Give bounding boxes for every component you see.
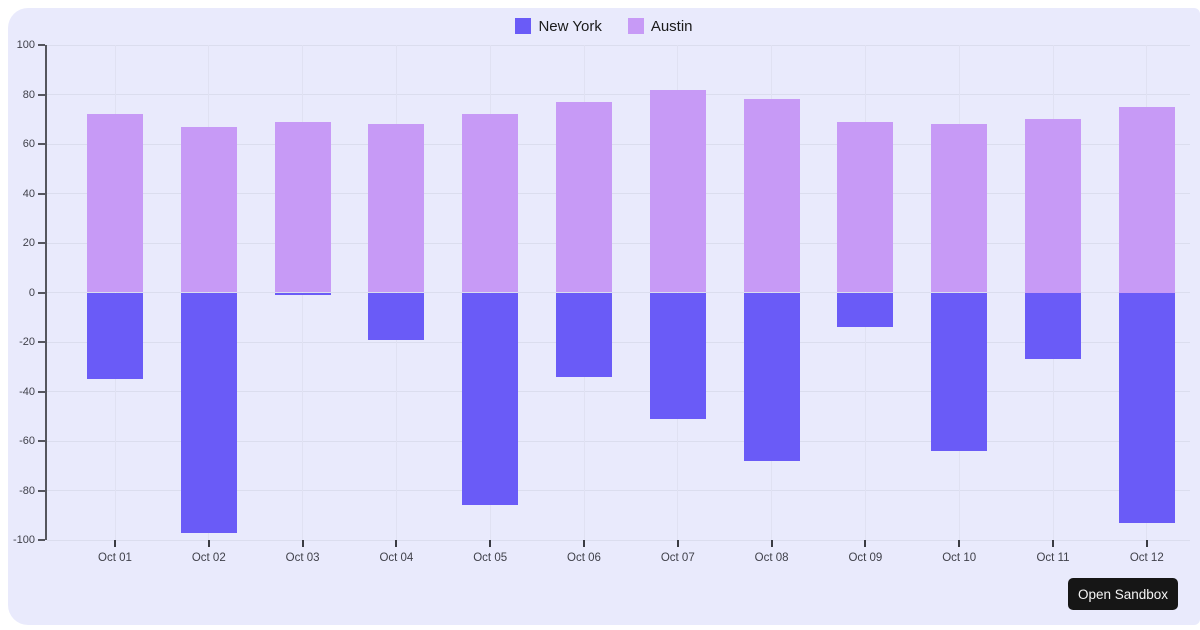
y-axis-label: -60 — [19, 435, 35, 447]
x-axis-label: Oct 09 — [848, 552, 883, 564]
bar-austin-oct-09[interactable] — [837, 121, 894, 293]
gridline-horizontal — [47, 341, 1190, 343]
y-axis-label: -80 — [19, 484, 35, 497]
gridline-horizontal — [47, 391, 1190, 392]
bar-austin-oct-06[interactable] — [556, 101, 612, 293]
y-axis-tick — [38, 291, 45, 294]
gridline-horizontal — [47, 193, 1190, 194]
gridline-horizontal — [47, 292, 1190, 293]
x-axis-label: Oct 03 — [285, 552, 320, 564]
bar-new-york-oct-05[interactable] — [462, 292, 519, 506]
bar-austin-oct-03[interactable] — [274, 121, 331, 293]
x-axis-tick — [583, 540, 585, 547]
bar-new-york-oct-12[interactable] — [1118, 292, 1175, 523]
x-axis-label: Oct 02 — [191, 552, 226, 564]
gridline-horizontal — [47, 242, 1190, 244]
y-axis-tick — [38, 143, 45, 145]
y-axis-tick — [38, 341, 45, 343]
bar-austin-oct-10[interactable] — [931, 124, 988, 293]
gridline-horizontal — [47, 440, 1190, 442]
plot-area: 100 80 60 40 20 0 -20 -40 -60 -80 -100 Oct 01 Oct 02… — [13, 39, 1190, 564]
x-axis-label: Oct 12 — [1129, 552, 1164, 564]
chart-legend: New York Austin — [8, 14, 1200, 38]
x-axis-tick — [114, 540, 116, 547]
x-axis-label: Oct 08 — [754, 552, 789, 564]
y-axis-label: 100 — [16, 39, 35, 51]
y-axis-tick — [38, 539, 45, 541]
x-axis-label: Oct 11 — [1036, 552, 1070, 564]
bar-new-york-oct-03[interactable] — [274, 292, 331, 295]
y-axis-label: 80 — [22, 88, 35, 101]
x-axis-label: Oct 07 — [660, 552, 695, 564]
x-axis-label: Oct 04 — [379, 552, 414, 564]
bar-austin-oct-08[interactable] — [743, 99, 800, 293]
x-axis-tick — [958, 540, 961, 547]
y-axis-tick — [38, 44, 45, 46]
x-axis-tick — [301, 540, 304, 547]
bar-austin-oct-11[interactable] — [1025, 119, 1081, 293]
chart-card: New York Austin 100 80 60 40 20 0 -20 -40 -60 -80 -… — [8, 8, 1200, 625]
bar-austin-oct-05[interactable] — [462, 114, 519, 293]
bar-new-york-oct-04[interactable] — [368, 292, 425, 340]
y-axis-label: -100 — [12, 534, 35, 546]
legend-swatch-austin — [627, 18, 644, 34]
x-axis-tick — [489, 540, 492, 547]
x-axis-tick — [395, 540, 398, 547]
bar-austin-oct-12[interactable] — [1118, 106, 1175, 293]
bar-new-york-oct-01[interactable] — [87, 292, 143, 380]
y-axis-label: 0 — [28, 286, 35, 299]
gridline-horizontal — [47, 44, 1190, 46]
x-axis-tick — [864, 540, 867, 547]
bar-new-york-oct-09[interactable] — [837, 292, 894, 328]
x-axis-tick — [676, 540, 679, 547]
x-axis-label: Oct 01 — [98, 552, 132, 564]
gridline-horizontal — [47, 539, 1190, 541]
y-axis-tick — [38, 390, 45, 393]
y-axis-tick — [38, 93, 45, 96]
bar-new-york-oct-06[interactable] — [556, 292, 612, 377]
x-axis-label: Oct 05 — [473, 552, 508, 564]
x-axis-tick — [207, 540, 210, 547]
gridline-horizontal — [47, 490, 1190, 491]
legend-swatch-new-york — [515, 18, 532, 34]
y-axis-tick — [38, 440, 45, 442]
x-axis-label: Oct 06 — [567, 552, 601, 564]
open-sandbox-button[interactable]: Open Sandbox — [1068, 578, 1178, 610]
bar-austin-oct-04[interactable] — [368, 124, 425, 293]
y-axis-label: -40 — [19, 385, 35, 398]
y-axis-tick — [38, 192, 45, 195]
x-axis-label: Oct 10 — [942, 552, 977, 564]
bar-austin-oct-07[interactable] — [649, 89, 706, 293]
bar-new-york-oct-10[interactable] — [931, 292, 988, 451]
bar-new-york-oct-08[interactable] — [743, 292, 800, 461]
y-axis-label: 20 — [22, 237, 35, 249]
legend-item-austin[interactable]: Austin — [627, 17, 693, 35]
bar-austin-oct-02[interactable] — [180, 126, 237, 293]
y-axis-tick — [38, 242, 45, 244]
y-axis-label: 40 — [22, 187, 35, 200]
y-axis-tick — [38, 489, 45, 492]
x-axis-tick — [770, 540, 773, 547]
bar-austin-oct-01[interactable] — [87, 114, 143, 293]
bar-new-york-oct-11[interactable] — [1025, 292, 1081, 360]
gridline-horizontal — [47, 143, 1190, 145]
y-axis-label: 60 — [22, 138, 35, 150]
x-axis-tick — [1052, 540, 1054, 547]
y-axis-label: -20 — [19, 336, 35, 348]
legend-label: Austin — [650, 17, 693, 35]
legend-label: New York — [538, 17, 602, 35]
bar-new-york-oct-07[interactable] — [649, 292, 706, 419]
x-axis-tick — [1145, 540, 1148, 547]
gridline-horizontal — [47, 94, 1190, 95]
bar-new-york-oct-02[interactable] — [180, 292, 237, 533]
legend-item-new-york[interactable]: New York — [515, 17, 602, 35]
